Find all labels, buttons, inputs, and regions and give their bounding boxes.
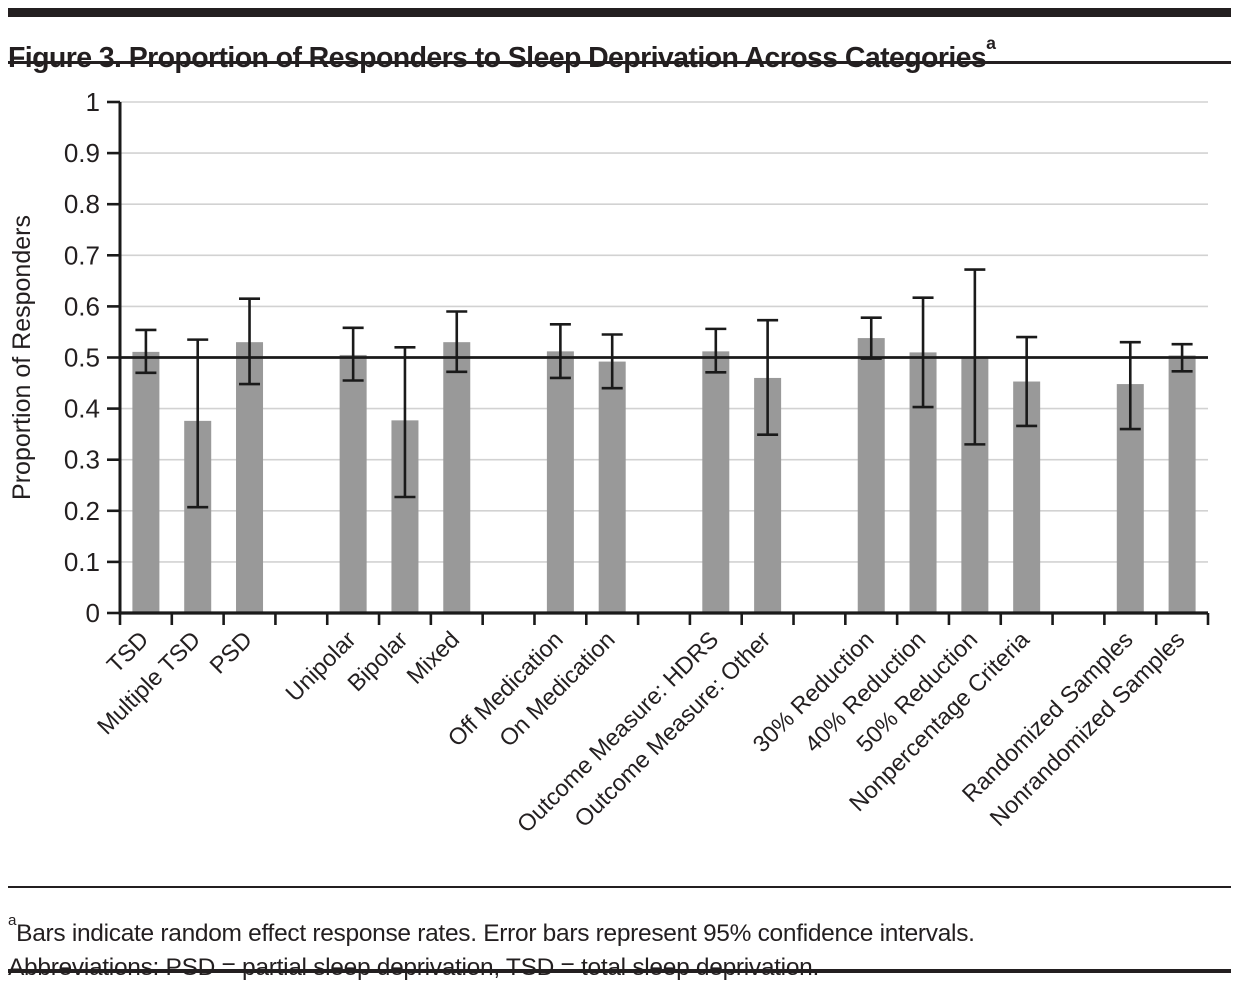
y-tick-label: 0.6 <box>64 291 100 321</box>
bar-chart: 00.10.20.30.40.50.60.70.80.91TSDMultiple… <box>8 87 1210 838</box>
footnote-superscript: a <box>8 911 17 929</box>
bar <box>236 342 264 613</box>
y-tick-label: 0.8 <box>64 189 100 219</box>
x-tick-label: Mixed <box>402 626 465 689</box>
bar <box>339 354 367 613</box>
x-ticks <box>118 613 1210 625</box>
title-divider <box>8 61 1231 64</box>
bar <box>132 351 160 613</box>
y-tick-label: 0.9 <box>64 138 100 168</box>
y-tick-label: 0.5 <box>64 343 100 373</box>
footnote-divider-bottom <box>8 969 1231 973</box>
footnote-line1: Bars indicate random effect response rat… <box>16 919 975 947</box>
y-axis-title: Proportion of Responders <box>8 215 36 500</box>
y-tick-label: 1 <box>86 88 100 117</box>
y-tick-label: 0.4 <box>64 394 100 424</box>
figure-footnote: aBars indicate random effect response ra… <box>8 912 1236 985</box>
bar <box>546 351 574 613</box>
gridlines <box>120 101 1208 563</box>
footnote-line2: Abbreviations: PSD = partial sleep depri… <box>8 953 819 981</box>
bar <box>1168 355 1196 613</box>
footnote-divider-top <box>8 886 1231 888</box>
y-tick-label: 0.1 <box>64 547 100 577</box>
y-tick-label: 0.3 <box>64 445 100 475</box>
bars <box>132 338 1196 613</box>
error-bars <box>135 268 1193 509</box>
x-tick-label: Unipolar <box>280 626 360 706</box>
bar <box>702 351 730 613</box>
bar <box>443 342 471 613</box>
x-tick-label: PSD <box>205 626 258 679</box>
bar <box>857 338 885 613</box>
figure-header-bar <box>8 8 1231 17</box>
figure-title-superscript: a <box>986 32 996 53</box>
y-tick-label: 0 <box>86 598 100 628</box>
figure-title-text: Figure 3. Proportion of Responders to Sl… <box>8 42 987 75</box>
bar <box>598 361 626 613</box>
y-tick-label: 0.2 <box>64 496 100 526</box>
x-tick-label: Bipolar <box>342 626 412 696</box>
y-tick-label: 0.7 <box>64 240 100 270</box>
y-ticks: 0 0.1 0.2 0.3 0.4 0.5 0.6 0.7 0.8 0.9 1 <box>64 87 120 628</box>
chart-area: 0 0.1 0.2 0.3 0.4 0.5 0.6 0.7 0.8 0.9 1 TSD Multiple… <box>0 87 1239 888</box>
figure-title: Figure 3. Proportion of Responders to Sl… <box>8 34 1236 76</box>
